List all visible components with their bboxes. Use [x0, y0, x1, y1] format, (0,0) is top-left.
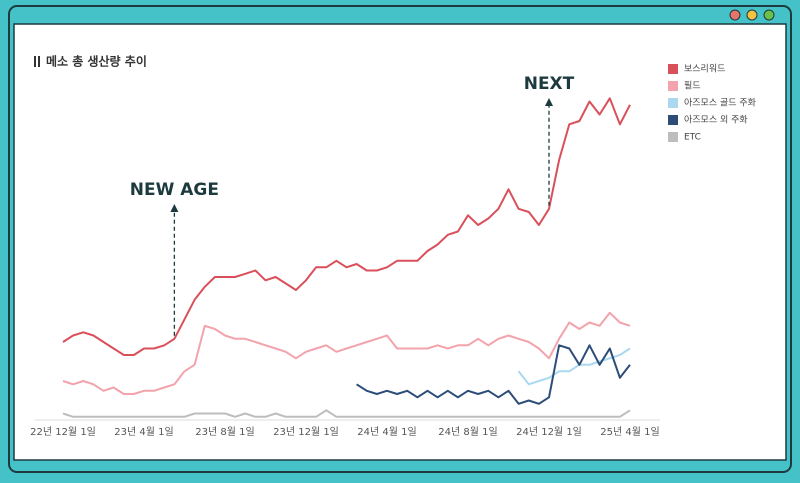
legend-label: 아즈모스 외 주화 — [684, 114, 748, 126]
x-tick-label: 24년 4월 1일 — [357, 426, 416, 438]
legend-swatch — [668, 81, 678, 91]
legend-swatch — [668, 115, 678, 125]
legend-label: 아즈모스 골드 주화 — [684, 98, 756, 109]
legend-swatch — [668, 98, 678, 108]
annotation-arrowhead — [170, 204, 179, 212]
series-line — [62, 311, 631, 395]
window-dot — [729, 9, 741, 21]
legend-label: 보스리워드 — [684, 64, 725, 75]
x-tick-label: 24년 8월 1일 — [438, 426, 497, 438]
series-line — [356, 344, 631, 405]
x-tick-label: 25년 4월 1일 — [600, 426, 659, 438]
x-tick-label: 23년 8월 1일 — [195, 426, 254, 438]
window-panel — [13, 23, 787, 461]
x-tick-label: 23년 4월 1일 — [114, 426, 173, 438]
window-dot — [763, 9, 775, 21]
legend-swatch — [668, 132, 678, 142]
annotation-arrowhead — [545, 98, 553, 106]
series-line — [62, 409, 631, 418]
x-tick-label: 23년 12월 1일 — [273, 426, 339, 438]
x-tick-label: 24년 12월 1일 — [516, 426, 582, 438]
series-line — [517, 347, 631, 386]
chart-title: 메소 총 생산량 추이 — [46, 54, 147, 69]
title-bar — [38, 56, 40, 67]
title-bar — [34, 56, 36, 67]
series-line — [62, 97, 631, 356]
window-dot — [746, 9, 758, 21]
legend-swatch — [668, 64, 678, 74]
x-tick-label: 22년 12월 1일 — [30, 426, 96, 438]
annotation: NEXT — [524, 74, 575, 94]
annotation: NEW AGE — [130, 180, 219, 200]
legend-label: 필드 — [684, 80, 701, 92]
legend-label: ETC — [684, 133, 701, 143]
